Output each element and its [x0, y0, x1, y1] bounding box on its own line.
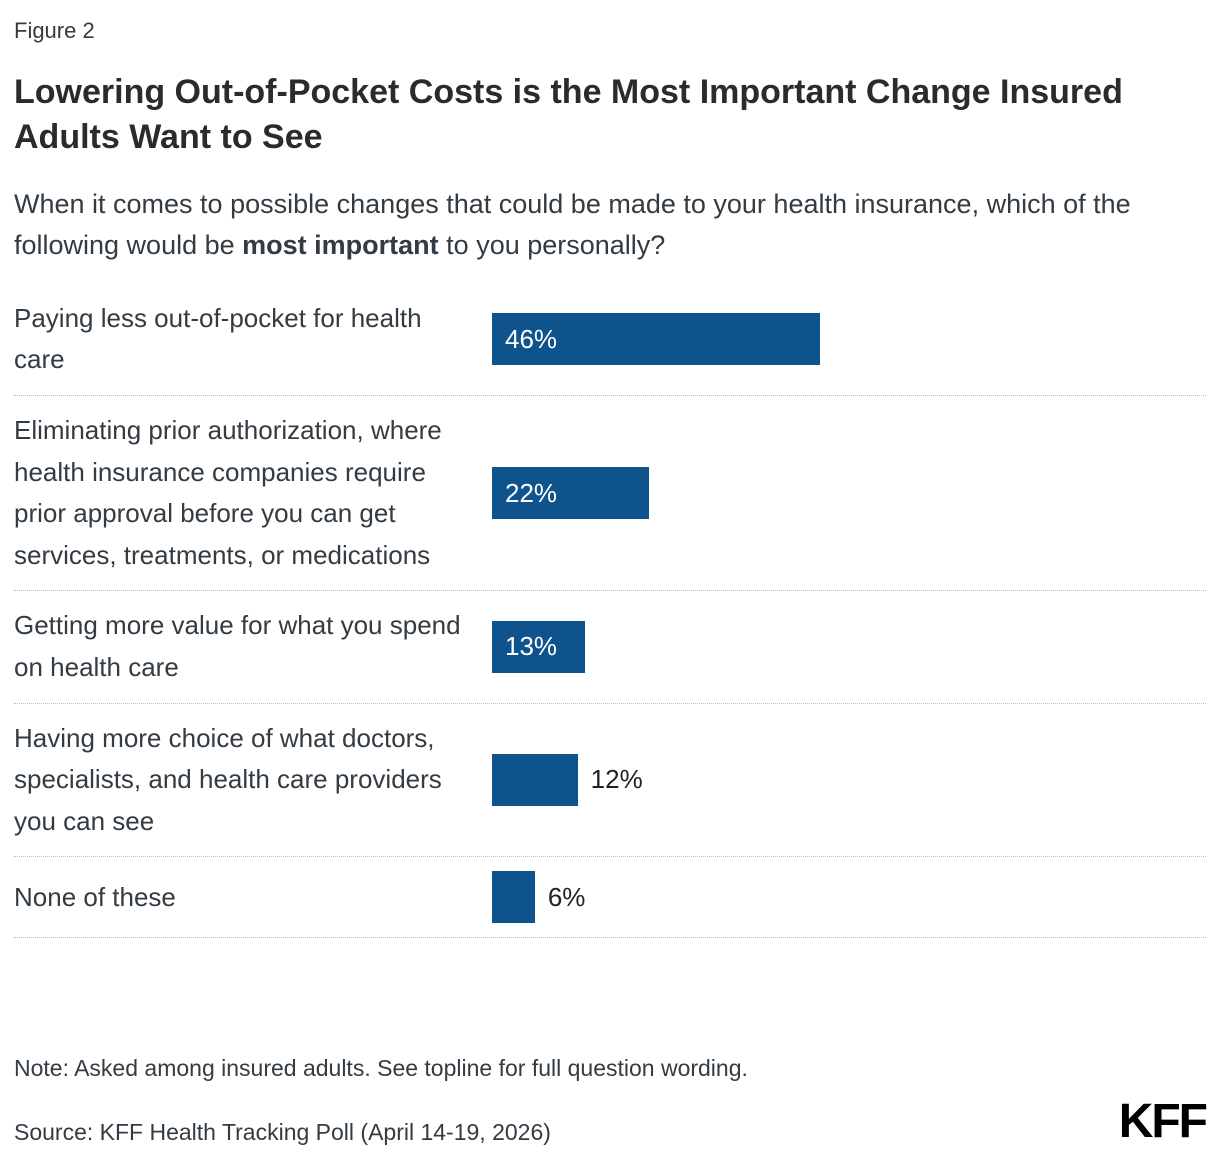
chart-row: Eliminating prior authorization, where h… — [14, 396, 1206, 592]
chart-footer: Note: Asked among insured adults. See to… — [14, 1055, 1208, 1148]
bar-value-label: 22% — [505, 477, 558, 508]
chart-row: Having more choice of what doctors, spec… — [14, 704, 1206, 858]
bar-area: 22% — [492, 467, 1206, 520]
bar-value-label: 12% — [590, 764, 643, 795]
bar-value-label: 13% — [505, 631, 558, 662]
kff-logo: KFF — [1118, 1095, 1208, 1148]
bar-area: 46% — [492, 313, 1206, 366]
bar-area: 6% — [492, 871, 1206, 924]
category-label: None of these — [14, 881, 176, 912]
source-text: Source: KFF Health Tracking Poll (April … — [14, 1119, 551, 1145]
bar — [492, 753, 578, 806]
category-label: Eliminating prior authorization, where h… — [14, 415, 442, 570]
bar-area: 13% — [492, 620, 1206, 673]
subtitle-bold: most important — [242, 229, 439, 260]
chart-subtitle: When it comes to possible changes that c… — [14, 184, 1206, 266]
source-row: Source: KFF Health Tracking Poll (April … — [14, 1095, 1208, 1148]
figure-label: Figure 2 — [14, 18, 95, 43]
bar-value-label: 6% — [547, 881, 586, 912]
bar-value-label: 46% — [505, 323, 558, 354]
subtitle-suffix: to you personally? — [438, 229, 666, 260]
category-label: Getting more value for what you spend on… — [14, 610, 461, 682]
category-label: Having more choice of what doctors, spec… — [14, 722, 442, 836]
note-text: Note: Asked among insured adults. See to… — [14, 1055, 748, 1081]
bar: 22% — [492, 467, 650, 520]
bar: 46% — [492, 313, 821, 366]
chart-rows: Paying less out-of-pocket for health car… — [14, 284, 1206, 939]
category-label: Paying less out-of-pocket for health car… — [14, 302, 422, 375]
bar — [492, 871, 535, 924]
chart-title: Lowering Out-of-Pocket Costs is the Most… — [14, 73, 1123, 156]
chart-row: None of these 6% — [14, 857, 1206, 939]
bar: 13% — [492, 620, 585, 673]
subtitle-prefix: When it comes to possible changes that c… — [14, 188, 1131, 260]
chart-row: Getting more value for what you spend on… — [14, 591, 1206, 704]
bar-area: 12% — [492, 753, 1206, 806]
chart-row: Paying less out-of-pocket for health car… — [14, 284, 1206, 396]
